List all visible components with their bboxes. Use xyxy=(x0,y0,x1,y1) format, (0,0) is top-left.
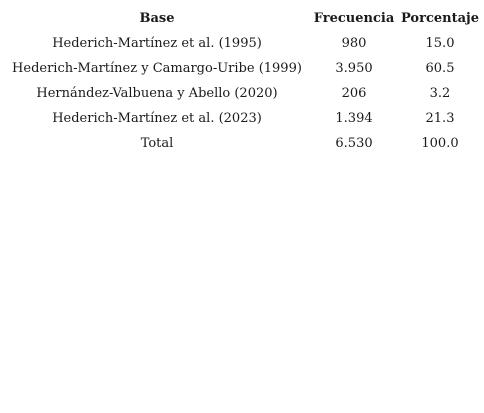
cell-frecuencia: 206 xyxy=(341,86,367,101)
cell-porcentaje: 15.0 xyxy=(425,36,455,51)
cell-frecuencia: 980 xyxy=(341,36,367,51)
table-row: Hederich-Martínez y Camargo-Uribe (1999)… xyxy=(6,56,480,81)
table-total-row: Total 6.530 100.0 xyxy=(6,131,480,156)
table-row: Hernández-Valbuena y Abello (2020) 206 3… xyxy=(6,81,480,106)
cell-porcentaje: 21.3 xyxy=(425,111,455,126)
cell-base: Hederich-Martínez y Camargo-Uribe (1999) xyxy=(12,61,302,76)
cell-base: Hernández-Valbuena y Abello (2020) xyxy=(36,86,278,101)
column-header-porcentaje: Porcentaje xyxy=(401,11,479,26)
table-row: Hederich-Martínez et al. (2023) 1.394 21… xyxy=(6,106,480,131)
cell-total-label: Total xyxy=(140,136,174,151)
column-header-frecuencia: Frecuencia xyxy=(313,11,395,26)
cell-base: Hederich-Martínez et al. (1995) xyxy=(52,36,262,51)
cell-total-frecuencia: 6.530 xyxy=(335,136,373,151)
table-row: Hederich-Martínez et al. (1995) 980 15.0 xyxy=(6,31,480,56)
cell-frecuencia: 1.394 xyxy=(335,111,373,126)
cell-base: Hederich-Martínez et al. (2023) xyxy=(52,111,262,126)
table-header-row: Base Frecuencia Porcentaje xyxy=(6,6,480,31)
column-header-base: Base xyxy=(139,11,175,26)
cell-porcentaje: 3.2 xyxy=(429,86,451,101)
cell-frecuencia: 3.950 xyxy=(335,61,373,76)
frequency-table: Base Frecuencia Porcentaje Hederich-Mart… xyxy=(6,6,480,156)
cell-porcentaje: 60.5 xyxy=(425,61,455,76)
cell-total-porcentaje: 100.0 xyxy=(421,136,459,151)
